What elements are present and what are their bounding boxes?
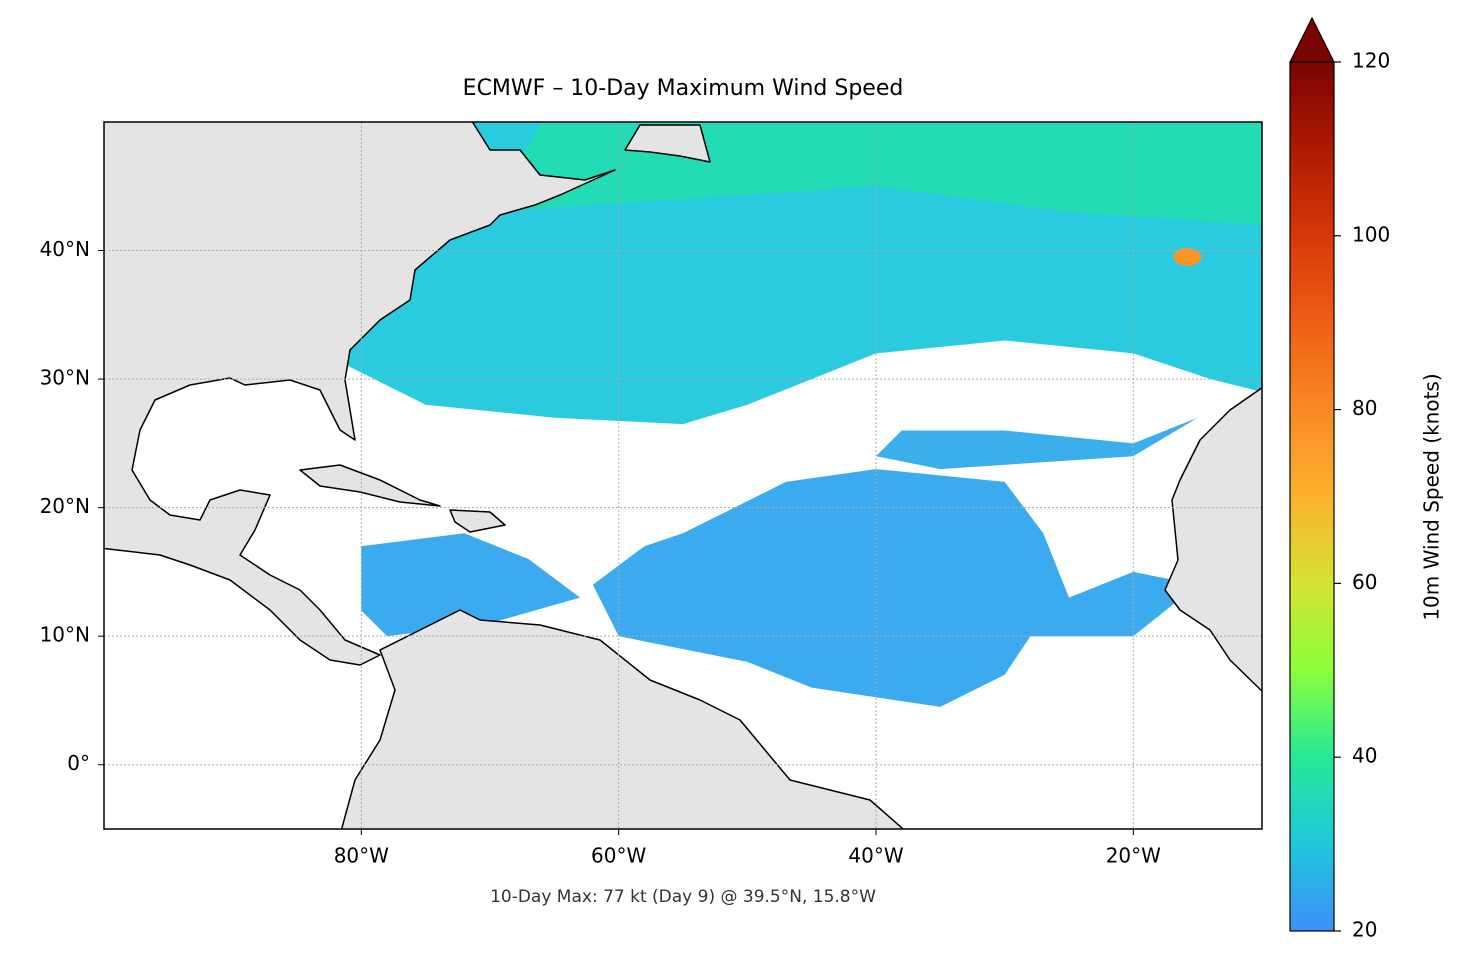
newfoundland (624, 124, 711, 163)
y-tick-label: 10°N (40, 623, 90, 647)
colorbar-tick-label: 120 (1352, 49, 1390, 73)
colorbar-tick-label: 100 (1352, 222, 1390, 246)
cuba (299, 464, 441, 507)
colorbar-extend (1289, 16, 1335, 63)
africa (1164, 386, 1262, 693)
south-america (340, 609, 905, 829)
wind-maximum (1173, 247, 1202, 266)
x-tick-label: 80°W (334, 844, 389, 868)
north-america (104, 122, 616, 666)
land (104, 122, 1262, 829)
colorbar-frame (1289, 61, 1335, 932)
colorbar-tick-label: 40 (1352, 744, 1377, 768)
hispaniola (449, 509, 506, 533)
colorbar-tick-label: 60 (1352, 570, 1377, 594)
colorbar (1290, 62, 1334, 931)
colorbar-tick-label: 80 (1352, 396, 1377, 420)
y-tick-label: 20°N (40, 494, 90, 518)
y-tick-label: 30°N (40, 366, 90, 390)
wind-field (348, 122, 1262, 707)
wind-region (361, 533, 581, 637)
colorbar-tick-label: 20 (1352, 918, 1377, 942)
wind-region (876, 417, 1198, 470)
chart-title: ECMWF – 10-Day Maximum Wind Speed (463, 76, 904, 101)
graticule (104, 122, 1262, 829)
footnote: 10-Day Max: 77 kt (Day 9) @ 39.5°N, 15.8… (490, 887, 876, 907)
x-tick-label: 60°W (591, 844, 646, 868)
colorbar-label: 10m Wind Speed (knots) (1420, 373, 1444, 620)
y-tick-label: 0° (67, 751, 90, 775)
map-frame (103, 121, 1263, 830)
wind-region (592, 469, 1198, 707)
x-tick-label: 40°W (848, 844, 903, 868)
y-tick-label: 40°N (40, 237, 90, 261)
x-tick-label: 20°W (1106, 844, 1161, 868)
